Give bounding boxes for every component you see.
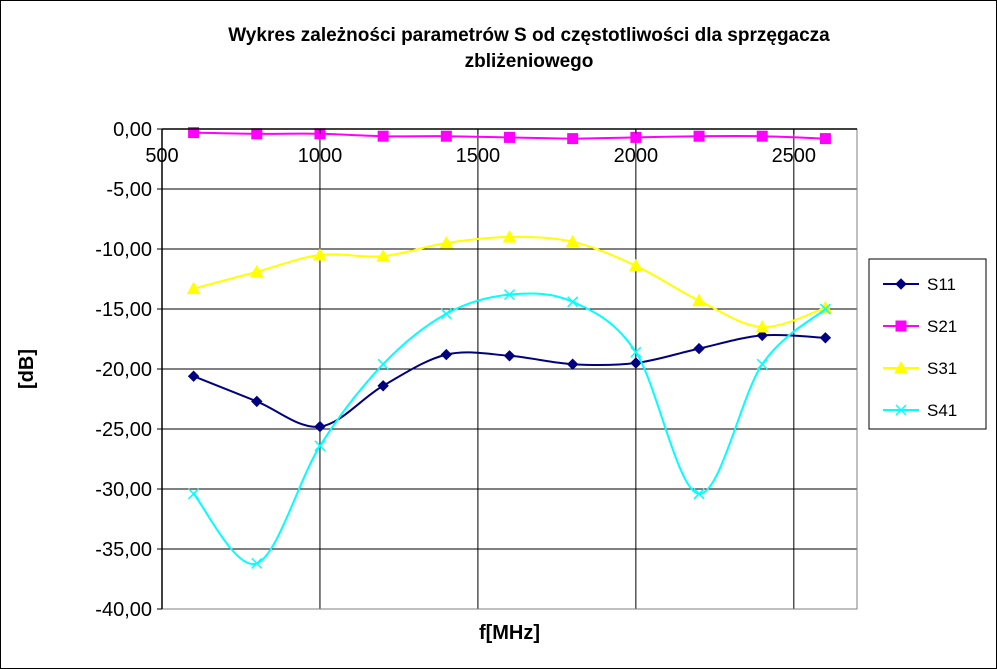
series-s41 [188, 289, 831, 569]
x-stroke [503, 289, 516, 301]
legend-box [868, 258, 987, 430]
x-tick-label: 500 [145, 145, 178, 167]
point-s11 [251, 395, 263, 408]
point-s31 [376, 249, 390, 262]
legend-label-s11: S11 [927, 275, 956, 294]
y-tick-label: -35,00 [95, 539, 152, 561]
x-stroke [314, 440, 326, 452]
legend-label-s41: S41 [927, 401, 957, 420]
point-s11 [819, 332, 832, 344]
legend-item-s11: S11 [883, 275, 956, 294]
series-layer [186, 127, 833, 569]
legend-marker-s41 [895, 404, 907, 416]
point-s21 [504, 131, 515, 143]
point-s11 [693, 342, 705, 355]
point-s11 [630, 357, 642, 369]
y-tick-label: -5,00 [106, 179, 152, 201]
point-s21 [693, 130, 705, 142]
y-tick-label: -40,00 [95, 599, 152, 621]
point-s31 [692, 293, 706, 307]
point-s31 [818, 300, 833, 314]
legend-label-s31: S31 [927, 359, 957, 378]
legend-item-s31: S31 [883, 359, 957, 378]
point-s41 [251, 557, 263, 569]
legend-marker-s31 [894, 360, 908, 374]
point-s41 [188, 488, 200, 500]
point-s11 [377, 380, 389, 392]
point-s31 [502, 229, 517, 243]
x-stroke [693, 488, 705, 500]
point-s41 [377, 358, 389, 370]
point-s41 [503, 289, 516, 301]
point-s21 [251, 128, 263, 140]
point-s41 [630, 346, 642, 358]
point-s31 [186, 281, 201, 295]
chart-title-line-1: Wykres zależności parametrów S od często… [228, 25, 830, 46]
point-s31 [629, 258, 643, 272]
point-s21 [567, 133, 579, 145]
point-s41 [440, 308, 452, 320]
legend: S11 S21 S31 S41 [868, 258, 987, 430]
point-s41 [314, 440, 326, 452]
x-stroke [251, 557, 263, 569]
point-s31 [565, 234, 580, 248]
chart-title-line-2: zbliżeniowego [465, 51, 594, 72]
legend-label-s21: S21 [927, 317, 957, 336]
y-tick-label: -15,00 [95, 299, 152, 321]
x-stroke [756, 358, 768, 370]
point-s31 [249, 264, 264, 278]
point-s11 [503, 350, 516, 362]
point-s11 [440, 348, 453, 361]
point-s11 [314, 420, 326, 433]
y-tick-label: -10,00 [95, 239, 152, 261]
point-s31 [439, 235, 454, 249]
x-tick-label: 1500 [456, 145, 501, 167]
y-tick-label: -20,00 [95, 359, 152, 381]
x-stroke [377, 358, 389, 370]
point-s31 [313, 247, 327, 261]
x-axis-title: f[MHz] [479, 622, 540, 644]
x-tick-labels: 500 1000 1500 2000 2500 [145, 145, 816, 167]
point-s41 [819, 303, 831, 315]
point-s21 [377, 130, 389, 142]
point-s31 [755, 319, 770, 333]
series-line-s41 [192, 292, 827, 565]
series-s11 [187, 329, 832, 433]
axes [157, 128, 857, 610]
legend-item-s41: S41 [883, 401, 957, 420]
point-s11 [566, 358, 579, 370]
point-s21 [756, 130, 768, 142]
y-tick-labels: 0,00 -5,00 -10,00 -15,00 -20,00 -25,00 -30,00 -… [95, 119, 152, 621]
legend-item-s21: S21 [883, 317, 957, 336]
point-s21 [819, 133, 831, 145]
y-tick-label: 0,00 [113, 119, 152, 141]
y-tick-label: -25,00 [95, 419, 152, 441]
x-stroke [895, 404, 907, 416]
x-stroke [440, 308, 452, 320]
point-s21 [440, 130, 452, 142]
point-s11 [756, 329, 768, 342]
y-axis-title: [dB] [16, 349, 38, 389]
x-stroke [188, 488, 200, 500]
x-tick-label: 2000 [614, 145, 659, 167]
point-s41 [756, 358, 768, 370]
y-tick-label: -30,00 [95, 479, 152, 501]
point-s11 [187, 370, 200, 382]
legend-marker-s11 [895, 278, 907, 290]
point-s41 [693, 488, 705, 500]
point-s41 [567, 296, 579, 308]
legend-marker-s21 [895, 320, 907, 332]
x-stroke [819, 303, 831, 315]
x-stroke [630, 346, 642, 358]
x-tick-label: 2500 [772, 145, 817, 167]
point-s21 [188, 127, 200, 139]
x-tick-label: 1000 [298, 145, 343, 167]
gridlines [162, 129, 857, 609]
series-s31 [186, 229, 833, 333]
x-stroke [567, 296, 579, 308]
